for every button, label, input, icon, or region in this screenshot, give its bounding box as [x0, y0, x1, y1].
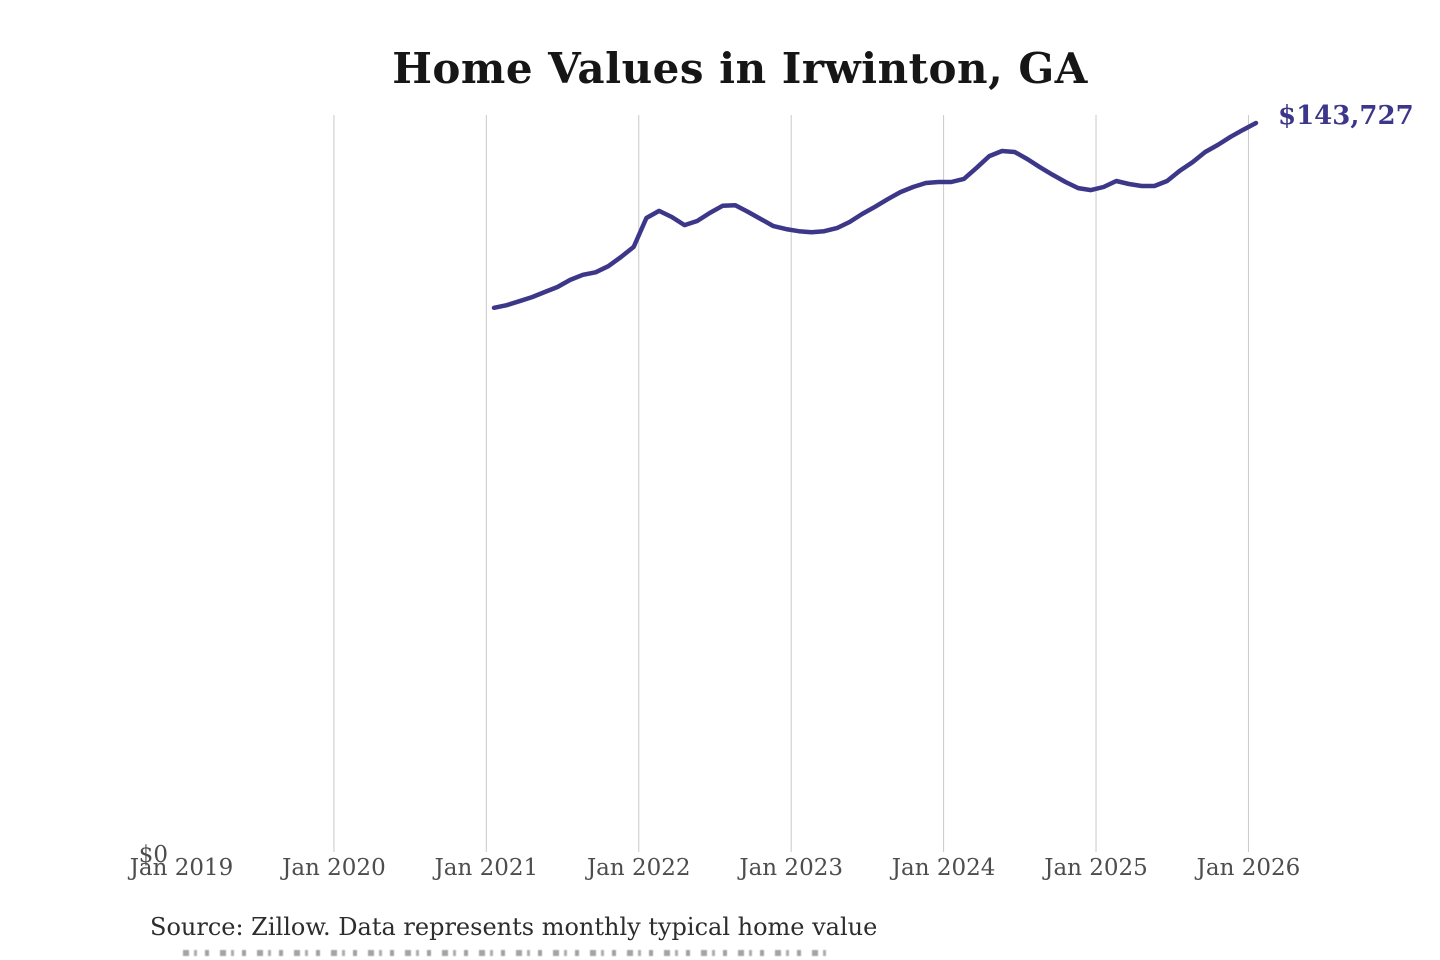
x-tick-label-jan-2024: Jan 2024 [891, 855, 996, 881]
x-tick-label-jan-2026: Jan 2026 [1196, 855, 1301, 881]
source-attribution: Source: Zillow. Data represents monthly … [150, 913, 878, 941]
chart-title: Home Values in Irwinton, GA [392, 44, 1088, 93]
home-value-line-series [491, 120, 1259, 311]
x-tick-label-jan-2020: Jan 2020 [282, 855, 386, 881]
x-tick-label-jan-2021: Jan 2021 [434, 855, 539, 881]
vertical-gridlines [333, 115, 1249, 852]
clipped-bottom-text-line [183, 950, 833, 956]
x-tick-label-jan-2019: Jan 2019 [129, 855, 234, 881]
x-tick-label-jan-2025: Jan 2025 [1044, 855, 1148, 881]
x-tick-label-jan-2022: Jan 2022 [586, 855, 691, 881]
y-axis-zero-label: $0 [138, 842, 168, 868]
latest-value-label: $143,727 [1278, 101, 1414, 131]
x-tick-label-jan-2023: Jan 2023 [739, 855, 843, 881]
